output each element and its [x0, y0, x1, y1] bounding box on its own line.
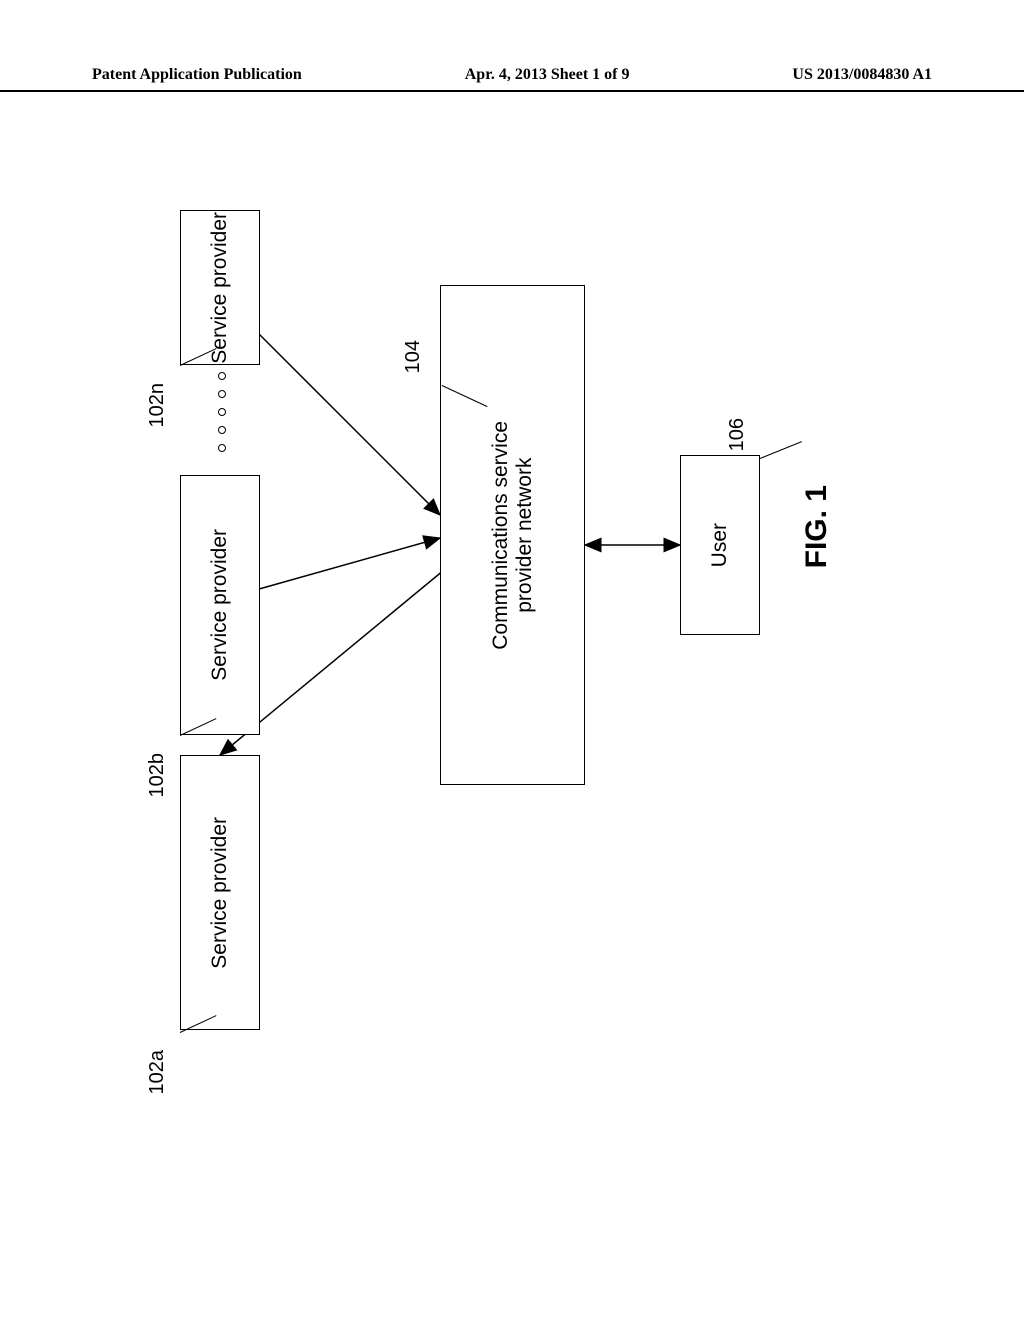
page-header: Patent Application Publication Apr. 4, 2…	[0, 66, 1024, 92]
ref-label-104: 104	[402, 340, 425, 373]
user-label: User	[708, 523, 732, 567]
service-provider-a-box: Service provider	[180, 755, 260, 1030]
ref-label-102a: 102a	[146, 1050, 169, 1095]
header-right: US 2013/0084830 A1	[792, 66, 932, 84]
ellipsis-dot	[218, 444, 226, 452]
service-provider-a-label: Service provider	[208, 817, 232, 969]
header-row: Patent Application Publication Apr. 4, 2…	[0, 66, 1024, 90]
ellipsis-dot	[218, 426, 226, 434]
header-mid: Apr. 4, 2013 Sheet 1 of 9	[465, 66, 630, 84]
communications-network-box: Communications service provider network	[440, 285, 585, 785]
diagram-stage: Service provider Service provider Servic…	[180, 210, 855, 1100]
ref-label-102n: 102n	[146, 383, 169, 428]
ellipsis-dot	[218, 372, 226, 380]
ref-label-102b: 102b	[146, 753, 169, 798]
header-left: Patent Application Publication	[92, 66, 302, 84]
service-provider-b-label: Service provider	[208, 529, 232, 681]
ellipsis-dot	[218, 390, 226, 398]
ellipsis-dot	[218, 408, 226, 416]
communications-network-label: Communications service provider network	[489, 421, 537, 650]
service-provider-n-box: Service provider	[180, 210, 260, 365]
service-provider-n-label: Service provider	[208, 212, 232, 364]
figure-caption: FIG. 1	[800, 485, 834, 568]
ref-label-106: 106	[726, 418, 749, 451]
service-provider-b-box: Service provider	[180, 475, 260, 735]
user-box: User	[680, 455, 760, 635]
